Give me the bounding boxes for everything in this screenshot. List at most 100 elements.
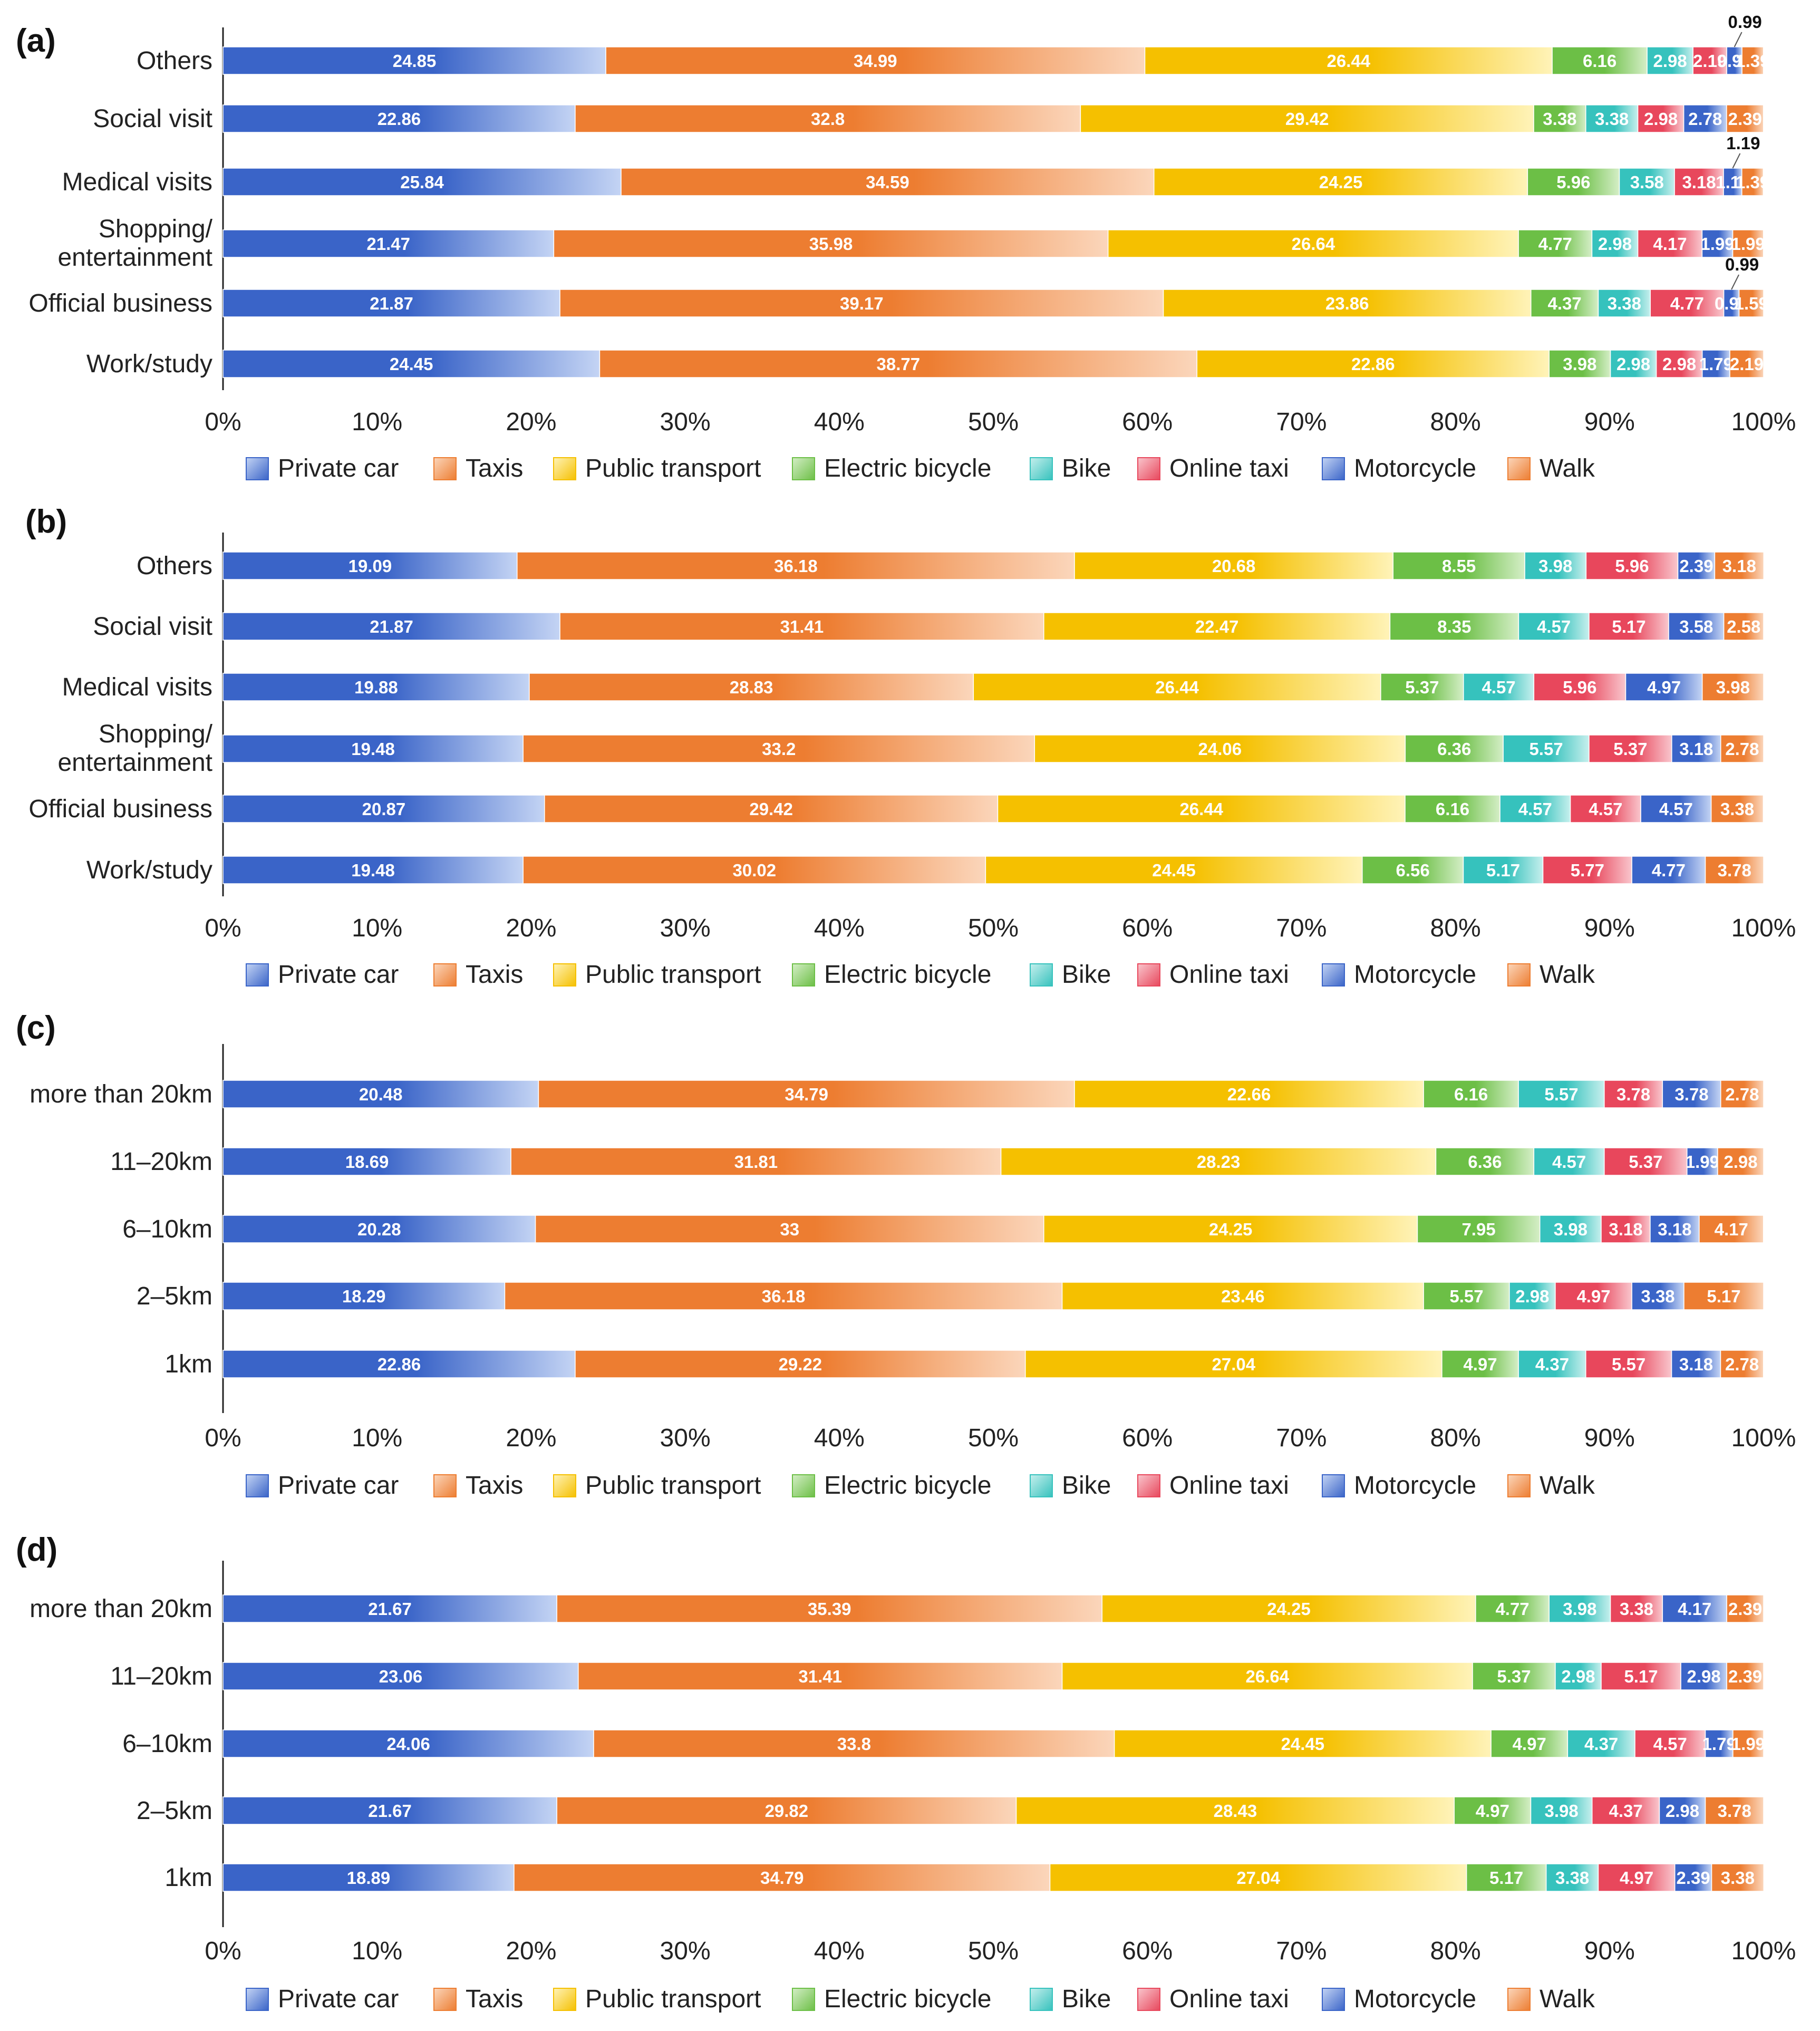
panel-b: (b) Others 19.09 36.18 20.68 8.55 3.98 5.96 2.39… <box>25 504 1796 989</box>
x-tick-label: 100% <box>1731 914 1796 942</box>
bar-row-shopping-entertainment: Shopping/entertainment 19.48 33.2 24.06 6.36… <box>57 720 1764 777</box>
legend-label: Walk <box>1540 1472 1595 1500</box>
bar-segment-taxis <box>599 350 1198 378</box>
bar-segment-motorcycle <box>1671 734 1721 763</box>
value-label: 3.38 <box>1641 1287 1674 1306</box>
value-label: 19.48 <box>351 860 395 880</box>
value-label: 22.86 <box>377 109 421 129</box>
bar-segment-electric-bicycle <box>1362 856 1464 884</box>
bar-segment-private-car <box>222 1215 536 1243</box>
legend-label: Electric bicycle <box>824 1472 991 1500</box>
value-label: 18.69 <box>345 1152 389 1172</box>
x-tick-label: 80% <box>1430 408 1481 436</box>
value-label: 19.48 <box>351 739 395 759</box>
bar-segment-public-transport <box>985 856 1363 884</box>
value-label: 2.39 <box>1728 109 1762 129</box>
value-label: 3.78 <box>1718 860 1751 880</box>
value-label: 2.98 <box>1515 1287 1549 1306</box>
bar-row-11-20km: 11–20km 23.06 31.41 26.64 5.37 2.98 5.17 2.98 2.… <box>110 1662 1764 1690</box>
legend-item-motorcycle: Motorcycle <box>1322 454 1476 482</box>
bar-segment-electric-bicycle <box>1490 1729 1569 1758</box>
bar-row-2-5km: 2–5km 18.29 36.18 23.46 5.57 2.98 4.97 3.38 5.17 <box>137 1282 1764 1310</box>
category-label: Social visit <box>93 105 212 133</box>
x-tick-label: 50% <box>968 914 1019 942</box>
value-label: 4.37 <box>1584 1734 1618 1754</box>
legend-label: Online taxi <box>1169 454 1289 482</box>
bar-segment-taxis <box>522 856 986 884</box>
value-label: 4.17 <box>1678 1599 1711 1619</box>
legend-label: Private car <box>278 1985 399 2013</box>
legend-label: Taxis <box>466 454 523 482</box>
bar-segment-bike <box>1503 734 1590 763</box>
legend-label: Taxis <box>466 961 523 989</box>
category-label: 11–20km <box>110 1148 212 1176</box>
value-label: 5.17 <box>1612 617 1645 636</box>
value-label: 3.38 <box>1721 1868 1755 1888</box>
bar-segment-public-transport <box>1074 1080 1424 1108</box>
bar-row-official-business: Official business 20.87 29.42 26.44 6.16 4.57… <box>28 795 1764 823</box>
value-label: 18.89 <box>347 1868 391 1888</box>
bar-segment-electric-bicycle <box>1472 1662 1556 1690</box>
legend-label: Public transport <box>585 1985 761 2013</box>
legend-item-bike: Bike <box>1030 454 1111 482</box>
value-label: 6.16 <box>1436 799 1469 819</box>
legend-swatch <box>1507 963 1531 987</box>
category-label: more than 20km <box>30 1595 212 1623</box>
category-label: 6–10km <box>122 1730 212 1758</box>
legend-label: Motorcycle <box>1354 1985 1476 2013</box>
callout-label: 0.99 <box>1728 12 1762 32</box>
legend-label: Motorcycle <box>1354 454 1476 482</box>
x-tick-label: 60% <box>1122 1937 1173 1965</box>
bar-segment-walk <box>1726 1594 1764 1623</box>
bar-segment-motorcycle <box>1701 350 1730 378</box>
value-label: 6.56 <box>1396 860 1430 880</box>
bar-segment-walk <box>1717 1147 1764 1176</box>
category-label: Shopping/entertainment <box>57 720 212 777</box>
value-label: 4.77 <box>1670 294 1704 313</box>
x-tick-label: 0% <box>205 408 241 436</box>
value-label: 2.98 <box>1644 109 1678 129</box>
bar-segment-public-transport <box>1163 289 1532 317</box>
bar-row-work-study: Work/study 19.48 30.02 24.45 6.56 5.17 5.77 4.7… <box>86 856 1764 884</box>
value-label: 2.19 <box>1693 51 1727 71</box>
legend-swatch <box>1137 963 1160 987</box>
value-label: 23.86 <box>1325 294 1369 313</box>
panel-d: (d) more than 20km 21.67 35.39 24.25 4.77 3.98… <box>16 1532 1796 2013</box>
value-label: 26.44 <box>1327 51 1371 71</box>
bar-segment-public-transport <box>1043 1215 1418 1243</box>
bar-segment-motorcycle <box>1677 552 1716 580</box>
category-label: 2–5km <box>137 1797 212 1825</box>
legend-label: Private car <box>278 1472 399 1500</box>
legend: Private car Taxis Public transport Electric… <box>246 961 1595 989</box>
category-label: Official business <box>28 289 212 317</box>
bar-segment-electric-bicycle <box>1423 1080 1519 1108</box>
legend-swatch <box>1030 1474 1053 1497</box>
value-label: 27.04 <box>1236 1868 1280 1888</box>
category-label: Official business <box>28 795 212 823</box>
value-label: 24.06 <box>1198 739 1242 759</box>
value-label: 33.8 <box>837 1734 871 1754</box>
x-tick-label: 0% <box>205 914 241 942</box>
value-label: 3.18 <box>1609 1220 1642 1239</box>
bar-segment-electric-bicycle <box>1475 1594 1550 1623</box>
value-label: 5.77 <box>1571 860 1604 880</box>
legend-item-public-transport: Public transport <box>553 1985 761 2013</box>
value-label: 1.59 <box>1735 294 1768 313</box>
legend-item-electric-bicycle: Electric bicycle <box>792 1985 991 2013</box>
bar-row-work-study: Work/study 24.45 38.77 22.86 3.98 2.98 2.98 1.7… <box>86 350 1764 378</box>
value-label: 4.77 <box>1495 1599 1529 1619</box>
bar-segment-taxis <box>535 1215 1044 1243</box>
legend-item-motorcycle: Motorcycle <box>1322 961 1476 989</box>
value-label: 3.58 <box>1630 172 1664 192</box>
bar-segment-bike <box>1598 289 1651 317</box>
value-label: 2.98 <box>1616 354 1650 374</box>
bar-segment-online-taxi <box>1604 1147 1688 1176</box>
value-label: 35.39 <box>808 1599 851 1619</box>
legend-swatch <box>553 963 576 987</box>
value-label: 23.46 <box>1221 1287 1265 1306</box>
bar-segment-public-transport <box>1049 1863 1467 1892</box>
callout-label: 1.19 <box>1726 133 1760 153</box>
legend-item-private-car: Private car <box>246 1472 399 1500</box>
legend-label: Taxis <box>466 1472 523 1500</box>
x-tick-label: 70% <box>1276 914 1327 942</box>
